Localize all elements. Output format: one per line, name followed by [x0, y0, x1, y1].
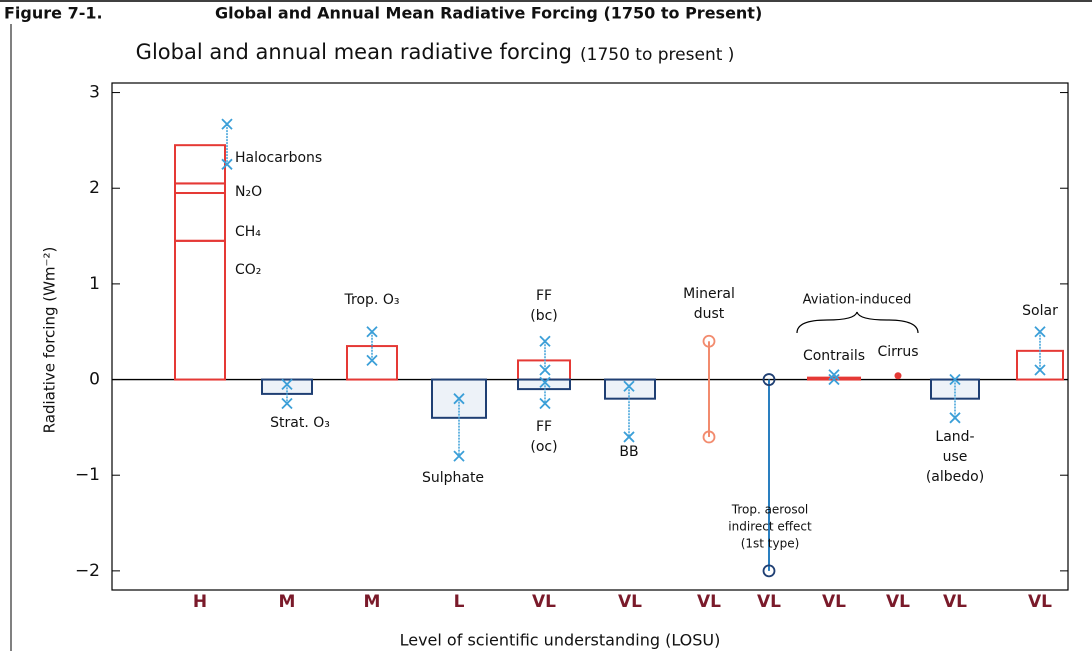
range-end [1034, 364, 1046, 376]
losu-label: M [279, 592, 296, 612]
losu-label: VL [943, 592, 967, 612]
y-tick-label: −2 [75, 561, 100, 581]
item-label: Solar [1022, 303, 1058, 319]
losu-label: M [364, 592, 381, 612]
losu-label: VL [822, 592, 846, 612]
plot-frame [111, 82, 1069, 591]
bar-segment [174, 182, 226, 195]
x-axis-title: Level of scientific understanding (LOSU) [400, 631, 721, 650]
annotation: Aviation-induced [803, 293, 912, 308]
bar-segment [174, 239, 226, 381]
range-end [828, 373, 840, 386]
range-end [453, 393, 465, 405]
bar [604, 378, 656, 400]
losu-label: VL [886, 592, 910, 612]
range-end [762, 564, 776, 578]
range-end [623, 431, 635, 443]
range-end [949, 412, 961, 424]
range-end [539, 376, 551, 389]
losu-label: L [454, 592, 465, 612]
item-label: Trop. O₃ [344, 292, 400, 308]
item-label: FF [536, 288, 552, 304]
item-label: dust [694, 306, 725, 322]
losu-label: VL [757, 592, 781, 612]
range-end [366, 326, 378, 338]
segment-label: Halocarbons [235, 150, 322, 166]
y-tick-label: 2 [89, 178, 100, 198]
losu-label: VL [1028, 592, 1052, 612]
item-label: (bc) [530, 308, 558, 324]
segment-label: CO₂ [235, 262, 261, 278]
range-end [366, 354, 378, 367]
item-label: Land- [935, 429, 974, 445]
item-label: indirect effect [728, 520, 812, 534]
aviation-brace [796, 311, 919, 334]
range-end [221, 158, 233, 170]
y-tick-label: −1 [75, 465, 100, 485]
segment-label: N₂O [235, 184, 262, 200]
chart-title: Global and annual mean radiative forcing [136, 40, 572, 64]
range-end [281, 378, 293, 390]
item-label: Mineral [683, 286, 735, 302]
chart-subtitle: (1750 to present ) [580, 45, 734, 65]
y-tick-label: 3 [89, 83, 100, 103]
figure-title: Global and Annual Mean Radiative Forcing… [215, 4, 762, 23]
range-end [539, 335, 551, 347]
losu-label: VL [697, 592, 721, 612]
range-end [949, 373, 961, 386]
item-label: use [943, 449, 968, 465]
losu-label: VL [618, 592, 642, 612]
figure-number: Figure 7-1. [4, 4, 103, 23]
y-tick-label: 1 [89, 274, 100, 294]
range-end [539, 364, 551, 376]
losu-label: H [193, 592, 207, 612]
item-label: Contrails [803, 348, 865, 364]
range-end [762, 373, 776, 386]
bar [346, 345, 398, 381]
range-end [1034, 326, 1046, 338]
y-axis-title: Radiative forcing (Wm⁻²) [41, 247, 59, 434]
range-end [702, 430, 716, 444]
range-end [281, 397, 293, 410]
losu-label: VL [532, 592, 556, 612]
item-label: Trop. aerosol [731, 503, 809, 517]
item-label: (oc) [530, 439, 557, 455]
item-label: Cirrus [877, 344, 918, 360]
bar-segment [174, 144, 226, 185]
range-end [828, 369, 840, 381]
item-label: Sulphate [422, 470, 484, 486]
segment-label: CH₄ [235, 224, 261, 240]
bar-segment [174, 192, 226, 242]
item-label: Strat. O₃ [270, 415, 330, 431]
range-end [623, 380, 635, 392]
item-label: (1st type) [741, 537, 800, 551]
y-tick-label: 0 [89, 370, 100, 390]
item-label: BB [619, 444, 638, 460]
item-label: (albedo) [926, 469, 984, 485]
range-end [453, 450, 465, 462]
point [894, 372, 902, 380]
range-end [539, 397, 551, 410]
range-end [702, 334, 716, 348]
item-label: FF [536, 419, 552, 435]
range-end [221, 118, 233, 130]
